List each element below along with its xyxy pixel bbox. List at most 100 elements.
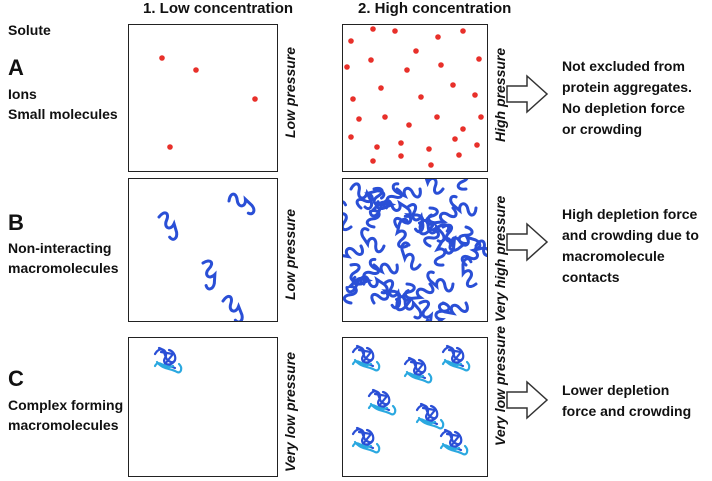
macromolecule-chain	[403, 282, 435, 300]
protein-complex	[441, 344, 471, 372]
ion-dot	[438, 62, 444, 68]
macromolecules-low	[157, 192, 256, 321]
arrow-right-icon	[506, 222, 549, 262]
panel-c1-complex-low	[128, 337, 278, 477]
row-b-letter: B	[8, 210, 24, 235]
ion-dot	[356, 116, 362, 122]
macromolecule-chain	[370, 289, 402, 305]
arrow-right-icon	[506, 74, 549, 114]
ion-dot	[450, 82, 456, 88]
macromolecule-chain	[157, 211, 179, 241]
panel-a1-ions-low	[128, 24, 278, 172]
ion-dot	[252, 96, 258, 102]
row-b-outcome-line4: contacts	[562, 269, 620, 285]
ion-dot	[348, 134, 354, 140]
ion-dot	[348, 38, 354, 44]
protein-complexes-low	[153, 346, 183, 374]
row-a-label: Ions Small molecules	[8, 84, 138, 124]
row-c-label: Complex forming macromolecules	[8, 395, 138, 435]
panel-a2-ions-high	[342, 24, 488, 172]
protein-complex	[403, 356, 433, 384]
row-a-outcome-line4: or crowding	[562, 121, 643, 137]
column-title-low: 1. Low concentration	[143, 0, 294, 17]
macromolecule-chain	[343, 277, 366, 305]
row-a-outcome-line3: No depletion force	[562, 100, 685, 116]
macromolecule-chain	[460, 246, 487, 267]
protein-complex	[367, 388, 397, 416]
ion-dot	[452, 136, 458, 142]
column-title-high: 2. High concentration	[358, 0, 512, 17]
macromolecule-chain	[418, 299, 434, 321]
ion-dot	[370, 158, 376, 164]
row-c-outcome-line2: force and crowding	[562, 403, 692, 419]
row-a-label-line1: Ions	[8, 86, 37, 102]
macromolecule-chain	[395, 295, 423, 320]
panel-c2-complex-high	[342, 337, 488, 477]
macromolecule-chain	[423, 223, 451, 248]
protein-complex	[415, 402, 445, 430]
ion-dot	[460, 126, 466, 132]
macromolecule-chain	[425, 301, 451, 321]
panel-c1-pressure-label: Very low pressure	[282, 351, 298, 472]
ion-dot	[368, 57, 374, 63]
ion-dot	[418, 94, 424, 100]
ion-dot	[370, 26, 376, 32]
row-c-label-line1: Complex forming	[8, 397, 124, 413]
row-b-outcome: High depletion force and crowding due to…	[562, 204, 699, 288]
ion-dot	[434, 114, 440, 120]
protein-complex	[351, 344, 381, 372]
panel-a1-pressure-label: Low pressure	[282, 46, 298, 138]
macromolecule-chain	[456, 179, 475, 191]
ion-dot	[428, 162, 434, 168]
ion-dot	[382, 114, 388, 120]
macromolecule-chain	[343, 244, 364, 259]
row-c-letter: C	[8, 366, 24, 391]
macromolecule-chain	[474, 239, 487, 268]
ion-dot	[472, 92, 478, 98]
ion-dot	[476, 56, 482, 62]
solute-label: Solute	[8, 22, 51, 38]
macromolecule-chain	[227, 192, 256, 216]
row-a-outcome-line1: Not excluded from	[562, 58, 685, 74]
macromolecule-chain	[221, 294, 244, 321]
macromolecule-chain	[368, 257, 399, 275]
ion-dot	[350, 96, 356, 102]
row-c-outcome-line1: Lower depletion	[562, 382, 670, 398]
panel-b2-macro-high	[342, 178, 488, 322]
row-b-outcome-line1: High depletion force	[562, 206, 698, 222]
ion-dot	[474, 142, 480, 148]
protein-complex	[351, 426, 381, 454]
macromolecule-chain	[423, 179, 445, 195]
panel-b1-pressure-label: Low pressure	[282, 208, 298, 300]
protein-complex	[153, 346, 183, 374]
ion-dots-low	[159, 55, 258, 150]
macromolecule-chain	[393, 213, 425, 229]
macromolecule-chain	[355, 189, 386, 210]
ion-dot	[392, 28, 398, 34]
ion-dot	[193, 67, 199, 73]
macromolecule-chain	[437, 301, 469, 316]
ion-dot	[435, 34, 441, 40]
row-b-label-line1: Non-interacting	[8, 240, 112, 256]
ion-dot	[413, 48, 419, 54]
macromolecule-chain	[391, 182, 422, 200]
macromolecule-chain	[433, 237, 452, 267]
row-b-outcome-line3: macromolecule	[562, 248, 665, 264]
ion-dot	[344, 64, 350, 70]
macromolecule-chain	[394, 217, 410, 249]
ion-dot	[398, 140, 404, 146]
ion-dots-high	[344, 26, 484, 168]
ion-dot	[404, 67, 410, 73]
macromolecule-chain	[365, 200, 389, 229]
macromolecule-chain	[343, 200, 353, 232]
macromolecule-chain	[450, 234, 482, 250]
ion-dot	[378, 85, 384, 91]
row-a-outcome-line2: protein aggregates.	[562, 79, 692, 95]
macromolecule-chain	[400, 241, 422, 271]
macromolecule-chain	[441, 223, 457, 255]
macromolecule-chain	[201, 259, 217, 291]
row-b-label-line2: macromolecules	[8, 260, 119, 276]
macromolecule-chain	[426, 270, 455, 293]
macromolecule-chain	[427, 206, 458, 225]
ion-dot	[159, 55, 165, 61]
